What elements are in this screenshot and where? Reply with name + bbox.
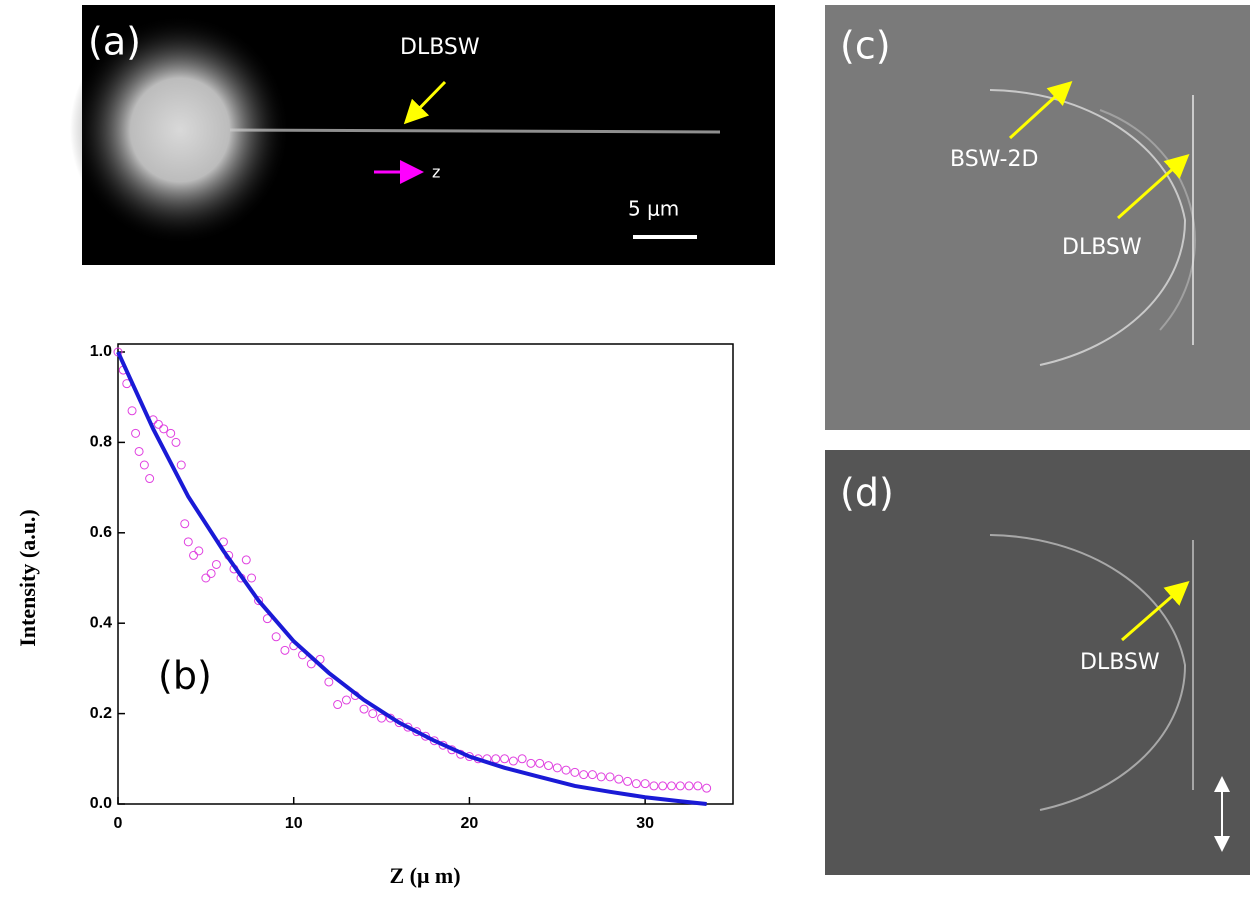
image-background	[825, 450, 1250, 875]
data-point	[280, 645, 290, 655]
y-tick-label: 0.6	[90, 524, 112, 541]
arrow-label: DLBSW	[1062, 235, 1142, 260]
panel-c: (c) BSW-2D DLBSW	[825, 5, 1250, 430]
x-tick-label: 20	[461, 815, 479, 832]
fit-line	[116, 351, 707, 806]
panel-label: (c)	[840, 24, 891, 68]
data-point	[189, 550, 199, 560]
panel-label: (a)	[88, 20, 141, 64]
data-point	[271, 632, 281, 642]
data-point	[194, 546, 204, 556]
data-point	[517, 754, 527, 764]
data-point	[333, 700, 343, 710]
y-tick-label: 0.8	[90, 434, 112, 451]
x-tick-label: 30	[636, 815, 654, 832]
data-point	[241, 555, 251, 565]
data-point	[324, 677, 334, 687]
y-tick-label: 0.2	[90, 705, 112, 722]
data-point	[535, 758, 545, 768]
data-point	[500, 754, 510, 764]
x-axis-label: Z (μ m)	[389, 863, 460, 888]
data-point	[166, 428, 176, 438]
arrow-label: DLBSW	[1080, 650, 1160, 675]
data-point	[623, 776, 633, 786]
x-tick-label: 10	[285, 815, 303, 832]
data-point	[127, 406, 137, 416]
data-point	[171, 437, 181, 447]
data-point	[667, 781, 676, 791]
data-point	[491, 754, 501, 764]
data-point	[631, 779, 641, 789]
data-point	[368, 709, 378, 719]
data-point	[579, 770, 589, 780]
scale-label: 5 μm	[628, 197, 679, 221]
data-point	[341, 695, 351, 705]
x-tick-label: 0	[114, 815, 123, 832]
data-point	[145, 474, 155, 484]
data-point	[640, 779, 650, 789]
data-point	[180, 519, 190, 529]
data-point	[183, 537, 193, 547]
data-point	[211, 559, 221, 569]
beam	[229, 128, 721, 134]
data-point	[702, 783, 712, 793]
data-point	[134, 446, 144, 456]
data-point	[526, 758, 536, 768]
data-point	[176, 460, 186, 470]
panel-a: (a) DLBSW z 5 μm	[70, 5, 775, 265]
data-point	[377, 713, 387, 723]
data-point	[675, 781, 685, 791]
data-point	[131, 428, 141, 438]
data-point	[552, 763, 562, 773]
arrow-label: DLBSW	[400, 35, 480, 60]
data-point	[247, 573, 257, 583]
direction-label: z	[432, 163, 440, 182]
data-point	[649, 781, 659, 791]
data-point	[605, 772, 615, 782]
arrow	[1116, 153, 1190, 220]
image-background	[825, 5, 1250, 430]
arrow	[1008, 80, 1073, 140]
data-point	[201, 573, 211, 583]
data-point	[159, 424, 169, 434]
ring	[989, 534, 1187, 811]
data-point	[254, 596, 264, 606]
glow	[70, 15, 290, 245]
data-point	[587, 770, 597, 780]
data-point	[153, 419, 163, 429]
y-axis-label: Intensity (a.u.)	[15, 509, 40, 647]
y-tick-label: 0.4	[90, 614, 112, 631]
panel-label: (b)	[158, 654, 212, 698]
y-tick-label: 1.0	[90, 343, 112, 360]
data-point	[544, 761, 553, 771]
data-point	[359, 704, 369, 714]
data-point	[693, 781, 703, 791]
ring	[1099, 109, 1196, 331]
y-tick-label: 0.0	[90, 795, 112, 812]
data-point	[561, 765, 571, 775]
data-point	[206, 568, 216, 578]
data-point	[139, 460, 149, 470]
data-point	[570, 767, 580, 777]
data-point	[614, 774, 624, 784]
data-point	[596, 772, 606, 782]
ring	[989, 89, 1187, 366]
data-point	[658, 781, 668, 791]
arrow	[1121, 581, 1190, 642]
arrow-label: BSW-2D	[950, 147, 1038, 172]
plot-frame	[117, 343, 734, 805]
panel-label: (d)	[840, 471, 894, 515]
panel-d: (d) DLBSW	[825, 450, 1250, 875]
data-point	[684, 781, 694, 791]
data-point	[508, 756, 518, 766]
data-point	[306, 659, 316, 669]
arrow	[403, 80, 447, 125]
data-point	[262, 614, 272, 624]
